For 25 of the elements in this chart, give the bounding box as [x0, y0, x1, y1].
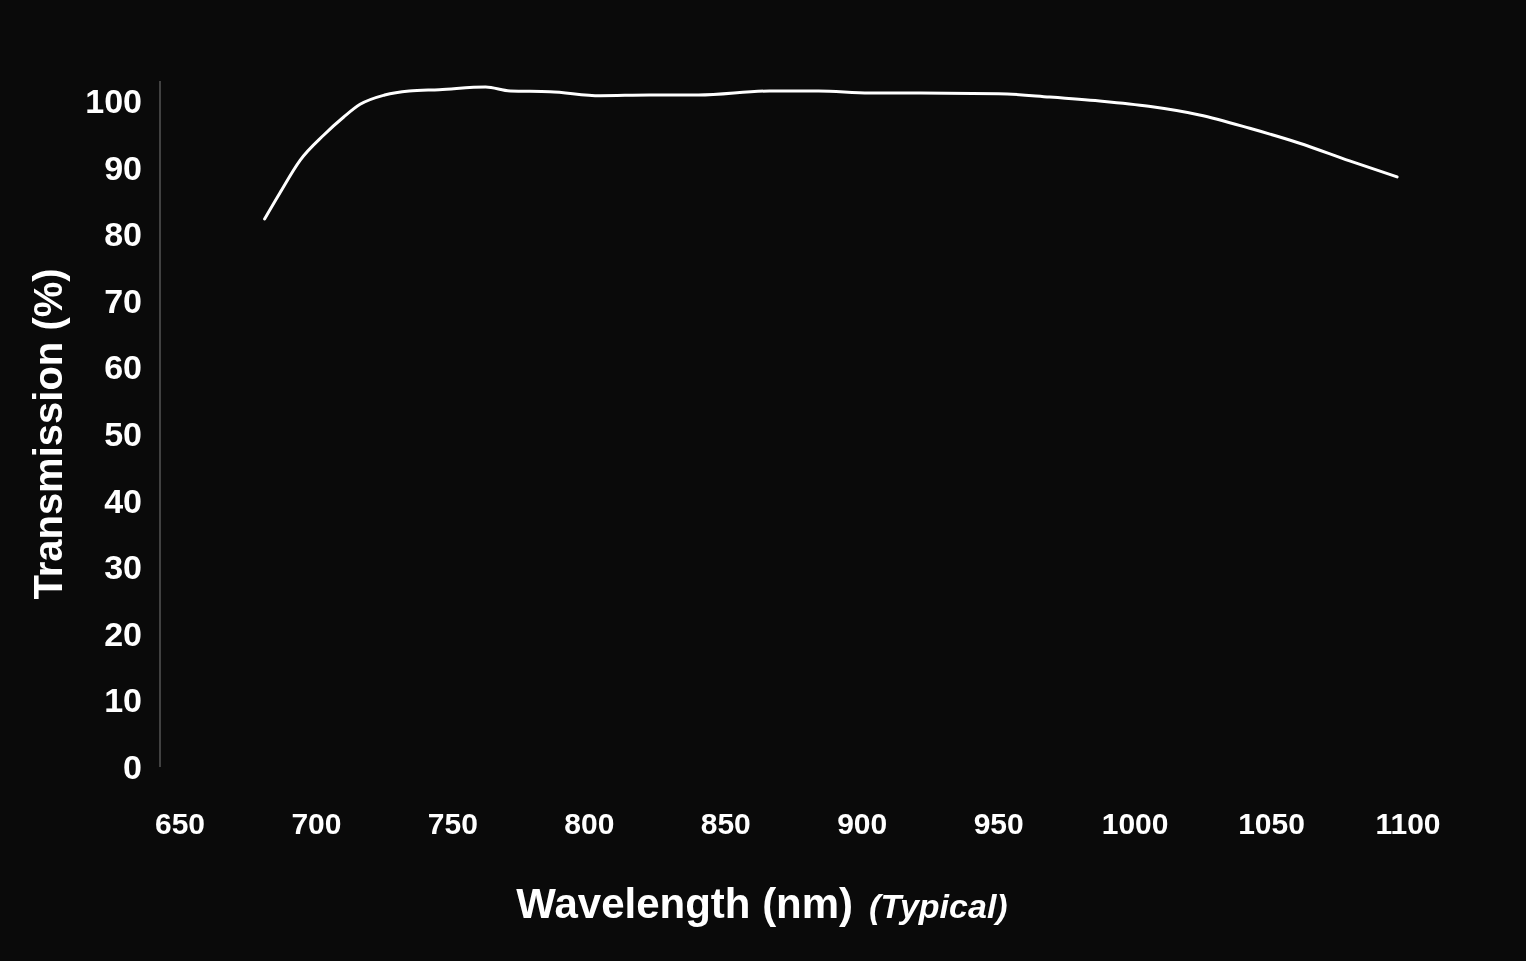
x-tick-label: 650	[154, 807, 206, 840]
y-tick-label: 40	[104, 481, 142, 520]
x-tick-label: 900	[837, 807, 888, 840]
y-tick-label: 90	[104, 148, 142, 187]
y-tick-label: 20	[104, 614, 142, 653]
x-tick-label: 850	[700, 807, 751, 840]
y-tick-label: 70	[104, 281, 142, 320]
x-tick-label: 1050	[1238, 807, 1305, 840]
x-tick-label: 750	[427, 807, 478, 840]
y-tick-label: 100	[85, 81, 142, 120]
y-tick-label: 30	[104, 548, 142, 587]
y-tick-label: 10	[104, 681, 142, 720]
x-tick-label: 800	[564, 807, 615, 840]
x-tick-label: 1000	[1101, 807, 1169, 840]
x-tick-label: 700	[291, 807, 342, 840]
y-tick-label: 60	[104, 348, 142, 387]
y-tick-label: 80	[104, 215, 142, 254]
y-tick-label: 0	[123, 747, 142, 786]
x-tick-label: 1100	[1375, 807, 1441, 840]
text: (Typical)	[869, 887, 1008, 925]
x-tick-label: 950	[973, 807, 1024, 840]
y-tick-label: 50	[104, 414, 142, 453]
y-axis-title: Transmission (%)	[26, 268, 70, 600]
x-axis-title: Wavelength (nm)	[516, 880, 854, 927]
line-series	[263, 85, 1399, 221]
